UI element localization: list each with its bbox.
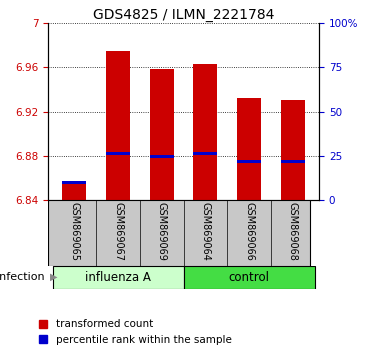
Bar xyxy=(150,69,174,200)
Bar xyxy=(62,182,86,200)
Text: control: control xyxy=(229,270,270,284)
Bar xyxy=(281,101,305,200)
Bar xyxy=(184,266,315,289)
Text: GSM869067: GSM869067 xyxy=(113,202,123,261)
Bar xyxy=(237,98,261,200)
Legend: transformed count, percentile rank within the sample: transformed count, percentile rank withi… xyxy=(35,315,236,349)
Text: ▶: ▶ xyxy=(50,272,58,282)
Bar xyxy=(281,160,305,163)
Bar xyxy=(106,152,130,155)
Bar xyxy=(53,266,184,289)
Text: GSM869068: GSM869068 xyxy=(288,202,298,261)
Text: GSM869066: GSM869066 xyxy=(244,202,254,261)
Bar xyxy=(193,152,217,155)
Title: GDS4825 / ILMN_2221784: GDS4825 / ILMN_2221784 xyxy=(93,8,274,22)
Text: influenza A: influenza A xyxy=(85,270,151,284)
Text: GSM869064: GSM869064 xyxy=(200,202,210,261)
Text: infection: infection xyxy=(0,272,45,282)
Text: GSM869065: GSM869065 xyxy=(69,202,79,261)
Bar xyxy=(193,64,217,200)
Bar xyxy=(237,160,261,163)
Bar xyxy=(150,155,174,158)
Text: GSM869069: GSM869069 xyxy=(157,202,167,261)
Bar xyxy=(106,51,130,200)
Bar xyxy=(62,181,86,184)
